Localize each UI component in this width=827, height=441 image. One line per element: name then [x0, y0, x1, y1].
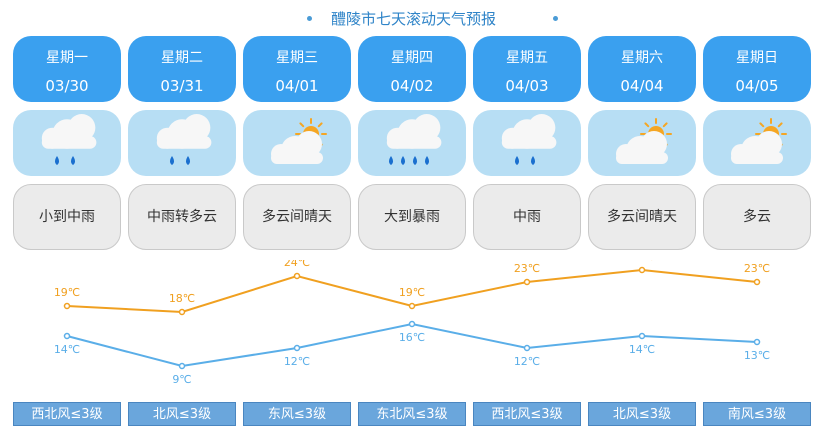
high-temp-label: 19℃ — [399, 286, 425, 299]
weather-icon-box — [358, 110, 466, 176]
low-temp-label: 16℃ — [399, 331, 425, 344]
wind-badge: 北风≤3级 — [128, 402, 236, 426]
temperature-chart: 19℃ 18℃ 24℃ 19℃ 23℃ 25℃ 23℃ 14℃ 9℃ 12℃ 16℃ 12℃ 14℃ 13… — [54, 260, 770, 386]
weekday-label: 星期六 — [621, 50, 663, 66]
partly-cloudy-icon — [616, 118, 672, 164]
low-temp-label: 9℃ — [172, 373, 191, 386]
date-label: 03/31 — [160, 77, 204, 95]
weather-icon-box — [588, 110, 696, 176]
page-title-text: 醴陵市七天滚动天气预报 — [330, 10, 496, 28]
day-column: 星期三 04/01 多云间晴天 — [243, 36, 351, 250]
date-label: 04/01 — [275, 77, 319, 95]
partly-cloudy-icon — [731, 118, 787, 164]
weather-icon-box — [128, 110, 236, 176]
rain-heavy-icon — [386, 114, 442, 165]
low-temp-label: 12℃ — [514, 355, 540, 368]
weather-description: 小到中雨 — [13, 184, 121, 250]
bullet-dot-left — [307, 16, 312, 21]
weekday-label: 星期日 — [736, 50, 778, 66]
weather-description: 中雨 — [473, 184, 581, 250]
weather-icon-box — [703, 110, 811, 176]
date-label: 04/03 — [505, 77, 549, 95]
partly-cloudy-icon — [271, 118, 327, 164]
date-box: 星期二 03/31 — [128, 36, 236, 102]
date-box: 星期日 04/05 — [703, 36, 811, 102]
high-temp-label: 23℃ — [514, 262, 540, 275]
high-temp-point — [293, 272, 301, 280]
low-temp-point — [178, 362, 186, 370]
page-title: 醴陵市七天滚动天气预报 — [0, 8, 827, 29]
weekday-label: 星期一 — [46, 50, 88, 66]
date-box: 星期四 04/02 — [358, 36, 466, 102]
rain-light-icon — [41, 114, 97, 165]
bullet-dot-right — [553, 16, 558, 21]
rain-light-icon — [501, 114, 557, 165]
low-temp-label: 14℃ — [629, 343, 655, 356]
date-label: 04/02 — [390, 77, 434, 95]
low-temp-point — [523, 344, 531, 352]
date-label: 04/05 — [735, 77, 779, 95]
high-temp-point — [523, 278, 531, 286]
rain-light-icon — [156, 114, 212, 165]
wind-badge: 西北风≤3级 — [473, 402, 581, 426]
wind-badge: 北风≤3级 — [588, 402, 696, 426]
day-column: 星期日 04/05 多云 — [703, 36, 811, 250]
weather-icon-box — [13, 110, 121, 176]
date-box: 星期五 04/03 — [473, 36, 581, 102]
low-temp-point — [638, 332, 646, 340]
weekday-label: 星期二 — [161, 50, 203, 66]
weather-description: 中雨转多云 — [128, 184, 236, 250]
low-temp-point — [63, 332, 71, 340]
high-temp-point — [63, 302, 71, 310]
weekday-label: 星期四 — [391, 50, 433, 66]
high-temp-label: 25℃ — [629, 260, 655, 263]
date-box: 星期六 04/04 — [588, 36, 696, 102]
date-box: 星期一 03/30 — [13, 36, 121, 102]
wind-badge: 南风≤3级 — [703, 402, 811, 426]
high-temp-label: 19℃ — [54, 286, 80, 299]
day-column: 星期六 04/04 多云间晴天 — [588, 36, 696, 250]
day-column: 星期五 04/03 中雨 — [473, 36, 581, 250]
high-temp-label: 24℃ — [284, 260, 310, 269]
weather-icon-box — [243, 110, 351, 176]
high-temp-point — [753, 278, 761, 286]
day-column: 星期一 03/30 小到中雨 — [13, 36, 121, 250]
weather-description: 多云 — [703, 184, 811, 250]
high-temp-point — [638, 266, 646, 274]
low-temp-point — [293, 344, 301, 352]
low-temp-point — [753, 338, 761, 346]
wind-badge: 东北风≤3级 — [358, 402, 466, 426]
high-temp-point — [408, 302, 416, 310]
weather-description: 多云间晴天 — [243, 184, 351, 250]
high-temp-label: 23℃ — [744, 262, 770, 275]
date-label: 03/30 — [45, 77, 89, 95]
date-label: 04/04 — [620, 77, 664, 95]
wind-badge: 西北风≤3级 — [13, 402, 121, 426]
low-temp-point — [408, 320, 416, 328]
date-box: 星期三 04/01 — [243, 36, 351, 102]
high-temp-label: 18℃ — [169, 292, 195, 305]
weekday-label: 星期五 — [506, 50, 548, 66]
day-column: 星期二 03/31 中雨转多云 — [128, 36, 236, 250]
high-temp-point — [178, 308, 186, 316]
wind-badge: 东风≤3级 — [243, 402, 351, 426]
low-temp-label: 13℃ — [744, 349, 770, 362]
day-column: 星期四 04/02 大到暴雨 — [358, 36, 466, 250]
low-temp-label: 14℃ — [54, 343, 80, 356]
weather-description: 大到暴雨 — [358, 184, 466, 250]
weather-icon-box — [473, 110, 581, 176]
weather-description: 多云间晴天 — [588, 184, 696, 250]
weekday-label: 星期三 — [276, 50, 318, 66]
low-temp-label: 12℃ — [284, 355, 310, 368]
